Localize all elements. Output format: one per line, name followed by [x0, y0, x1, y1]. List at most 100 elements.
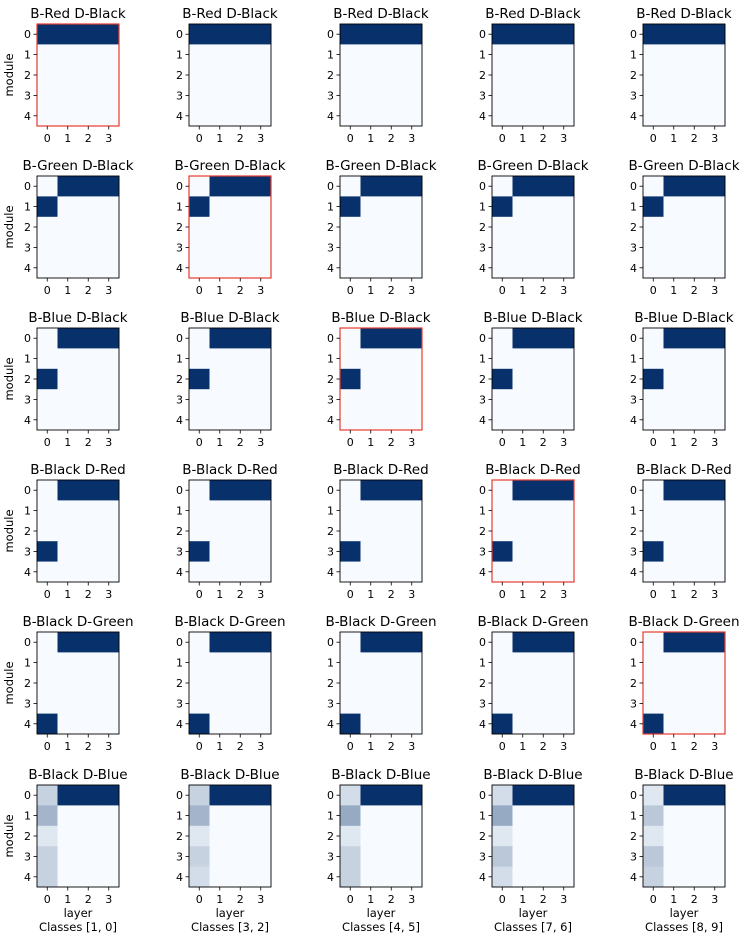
heatmap-cell — [533, 85, 554, 106]
heatmap-cell — [492, 348, 513, 370]
heatmap-cell — [684, 24, 705, 45]
heatmap-cell — [340, 480, 361, 501]
heatmap-cell — [533, 389, 554, 410]
heatmap-cell — [512, 805, 534, 827]
x-tick-label: 0 — [44, 740, 51, 753]
x-tick-label: 1 — [367, 284, 374, 297]
heatmap-cell — [492, 85, 513, 106]
heatmap-cell — [492, 520, 513, 542]
heatmap-cell — [340, 196, 361, 218]
heatmap-cell — [401, 328, 423, 349]
heatmap-cell — [381, 866, 402, 888]
y-tick-label: 1 — [24, 201, 31, 214]
y-tick-label: 3 — [176, 697, 183, 710]
heatmap-cell — [684, 693, 705, 714]
y-tick-label: 2 — [479, 830, 486, 843]
heatmap-cell — [684, 805, 705, 827]
y-tick-label: 1 — [24, 657, 31, 670]
heatmap-cell — [250, 520, 272, 542]
y-tick-label: 2 — [327, 221, 334, 234]
heatmap-cell — [250, 805, 272, 827]
y-tick-label: 3 — [479, 697, 486, 710]
heatmap-cell — [78, 409, 99, 431]
heatmap-cell — [57, 64, 79, 86]
heatmap-cell — [189, 24, 210, 45]
heatmap-cell — [189, 825, 210, 847]
heatmap-cell — [643, 105, 664, 127]
heatmap-cell — [78, 368, 99, 390]
heatmap-cell — [360, 409, 382, 431]
heatmap-cell — [643, 85, 664, 106]
x-tick-label: 3 — [560, 284, 567, 297]
heatmap-cell — [340, 541, 361, 562]
heatmap-cell — [209, 561, 231, 583]
heatmap-cell — [98, 805, 120, 827]
panel-title: B-Black D-Red — [485, 462, 580, 478]
heatmap-cell — [533, 825, 554, 847]
heatmap-cell — [492, 328, 513, 349]
y-tick-label: 0 — [327, 332, 334, 345]
heatmap-cell — [37, 24, 58, 45]
heatmap-cell — [553, 64, 575, 86]
heatmap-cell — [250, 846, 272, 867]
x-tick-label: 1 — [216, 740, 223, 753]
x-tick-label: 3 — [408, 284, 415, 297]
heatmap-cell — [401, 64, 423, 86]
heatmap-cell — [663, 805, 685, 827]
heatmap-cell — [401, 257, 423, 279]
heatmap-cell — [684, 825, 705, 847]
heatmap-cell — [189, 196, 210, 218]
heatmap-cell — [684, 237, 705, 258]
heatmap-cell — [57, 176, 79, 197]
heatmap-cell — [209, 805, 231, 827]
heatmap-cell — [78, 44, 99, 66]
heatmap-cell — [37, 44, 58, 66]
x-tick-label: 1 — [216, 436, 223, 449]
y-tick-label: 3 — [24, 393, 31, 406]
heatmap-cell — [401, 105, 423, 127]
x-tick-label: 2 — [691, 132, 698, 145]
x-tick-label: 3 — [105, 893, 112, 906]
x-tick-label: 0 — [347, 284, 354, 297]
heatmap-cell — [381, 64, 402, 86]
heatmap-cell — [360, 561, 382, 583]
heatmap-cell — [209, 866, 231, 888]
heatmap-cell — [230, 520, 251, 542]
y-tick-label: 0 — [176, 28, 183, 41]
y-tick-label: 0 — [327, 484, 334, 497]
heatmap-cell — [381, 561, 402, 583]
panel-title: B-Black D-Green — [174, 614, 285, 630]
heatmap-cell — [230, 825, 251, 847]
heatmap-cell — [37, 257, 58, 279]
heatmap-cell — [189, 713, 210, 735]
heatmap-cell — [360, 105, 382, 127]
heatmap-cell — [704, 237, 726, 258]
heatmap-cell — [663, 632, 685, 653]
y-tick-label: 1 — [327, 201, 334, 214]
heatmap-cell — [704, 652, 726, 674]
heatmap-cell — [360, 846, 382, 867]
x-tick-label: 2 — [237, 284, 244, 297]
panel-title: B-Green D-Black — [477, 158, 588, 174]
panel-title: B-Black D-Red — [30, 462, 125, 478]
heatmap-cell — [643, 541, 664, 562]
x-tick-label: 3 — [560, 588, 567, 601]
y-tick-label: 3 — [176, 850, 183, 863]
heatmap-cell — [553, 237, 575, 258]
heatmap-cell — [340, 85, 361, 106]
y-tick-label: 0 — [630, 636, 637, 649]
heatmap-cell — [250, 652, 272, 674]
y-tick-label: 1 — [24, 505, 31, 518]
panel-title: B-Green D-Black — [325, 158, 436, 174]
y-tick-label: 3 — [630, 545, 637, 558]
heatmap-cell — [340, 500, 361, 522]
y-tick-label: 4 — [479, 566, 486, 579]
heatmap-cell — [663, 348, 685, 370]
